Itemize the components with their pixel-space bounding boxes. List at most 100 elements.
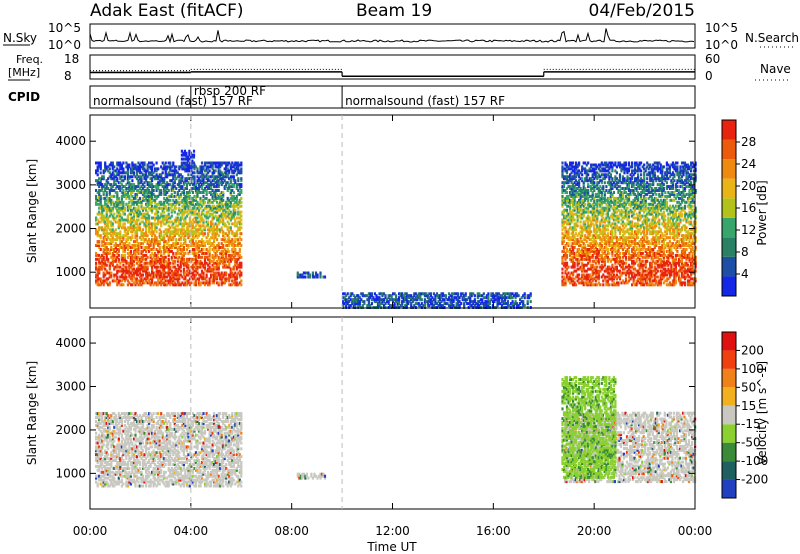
heatmap-cell bbox=[404, 292, 407, 296]
heatmap-cell bbox=[173, 230, 176, 234]
heatmap-cell bbox=[185, 259, 188, 263]
heatmap-cell bbox=[149, 232, 152, 236]
heatmap-cell bbox=[184, 271, 187, 275]
heatmap-cell bbox=[419, 296, 422, 300]
heatmap-cell bbox=[155, 194, 158, 198]
heatmap-cell bbox=[184, 167, 187, 171]
heatmap-cell bbox=[366, 298, 369, 302]
heatmap-cell bbox=[141, 167, 145, 171]
heatmap-cell bbox=[137, 283, 140, 287]
heatmap-cell bbox=[137, 198, 140, 202]
heatmap-cell bbox=[122, 248, 125, 251]
heatmap-cell bbox=[128, 269, 131, 273]
heatmap-cell bbox=[158, 236, 161, 240]
heatmap-cell bbox=[176, 212, 179, 216]
heatmap-cell bbox=[181, 175, 184, 179]
heatmap-cell bbox=[158, 271, 161, 275]
heatmap-cell bbox=[205, 269, 208, 273]
heatmap-cell bbox=[111, 224, 114, 228]
heatmap-cell bbox=[155, 216, 158, 220]
heatmap-cell bbox=[213, 246, 216, 249]
heatmap-cell bbox=[197, 273, 201, 277]
heatmap-cell bbox=[184, 187, 187, 190]
heatmap-cell bbox=[120, 267, 123, 271]
heatmap-cell bbox=[163, 238, 166, 242]
heatmap-cell bbox=[587, 189, 590, 192]
heatmap-cell bbox=[222, 175, 225, 179]
heatmap-cell bbox=[138, 179, 142, 183]
heatmap-cell bbox=[154, 265, 157, 269]
heatmap-cell bbox=[461, 298, 464, 302]
heatmap-cell bbox=[110, 238, 113, 242]
heatmap-cell bbox=[216, 228, 219, 232]
heatmap-cell bbox=[104, 202, 107, 206]
heatmap-cell bbox=[200, 248, 204, 251]
heatmap-cell bbox=[179, 165, 182, 169]
heatmap-cell bbox=[205, 169, 208, 173]
heatmap-cell bbox=[143, 261, 146, 265]
heatmap-cell bbox=[108, 214, 111, 218]
heatmap-cell bbox=[146, 189, 149, 192]
heatmap-cell bbox=[200, 171, 204, 175]
heatmap-cell bbox=[135, 210, 139, 214]
heatmap-cell bbox=[232, 265, 235, 269]
heatmap-cell bbox=[435, 294, 439, 298]
heatmap-cell bbox=[231, 240, 234, 244]
heatmap-cell bbox=[137, 228, 140, 232]
heatmap-cell bbox=[455, 302, 458, 306]
heatmap-cell bbox=[484, 302, 487, 306]
heatmap-cell bbox=[213, 234, 216, 238]
heatmap-cell bbox=[438, 304, 442, 308]
heatmap-cell bbox=[176, 218, 179, 222]
heatmap-cell bbox=[413, 292, 416, 296]
heatmap-cell bbox=[172, 253, 175, 257]
heatmap-cell bbox=[123, 279, 126, 283]
heatmap-cell bbox=[237, 169, 240, 173]
heatmap-cell bbox=[457, 300, 460, 304]
heatmap-cell bbox=[113, 230, 116, 234]
heatmap-cell bbox=[238, 163, 241, 167]
heatmap-cell bbox=[123, 171, 126, 175]
heatmap-cell bbox=[148, 216, 151, 220]
heatmap-cell bbox=[222, 198, 225, 202]
heatmap-cell bbox=[423, 294, 426, 298]
heatmap-cell bbox=[166, 198, 169, 202]
heatmap-cell bbox=[105, 228, 108, 232]
heatmap-cell bbox=[151, 226, 154, 230]
heatmap-cell bbox=[173, 265, 176, 269]
heatmap-cell bbox=[157, 244, 160, 247]
heatmap-cell bbox=[220, 273, 223, 277]
heatmap-cell bbox=[426, 304, 429, 308]
heatmap-cell bbox=[488, 302, 491, 306]
heatmap-cell bbox=[196, 230, 199, 234]
heatmap-cell bbox=[216, 224, 219, 228]
heatmap-cell bbox=[199, 191, 202, 194]
heatmap-cell bbox=[231, 198, 234, 202]
heatmap-cell bbox=[105, 210, 108, 214]
heatmap-cell bbox=[225, 251, 228, 255]
heatmap-cell bbox=[178, 255, 181, 259]
heatmap-cell bbox=[181, 200, 184, 204]
heatmap-cell bbox=[238, 236, 241, 240]
heatmap-cell bbox=[348, 296, 351, 300]
heatmap-cell bbox=[223, 175, 226, 179]
heatmap-cell bbox=[366, 304, 369, 308]
heatmap-cell bbox=[214, 185, 217, 189]
heatmap-cell bbox=[200, 230, 204, 234]
heatmap-cell bbox=[488, 300, 491, 304]
heatmap-cell bbox=[478, 292, 481, 296]
heatmap-cell bbox=[416, 296, 419, 300]
heatmap-cell bbox=[151, 224, 154, 228]
heatmap-cell bbox=[185, 228, 188, 232]
heatmap-cell bbox=[120, 226, 123, 230]
heatmap-cell bbox=[167, 253, 170, 257]
heatmap-cell bbox=[214, 175, 217, 179]
heatmap-cell bbox=[187, 173, 190, 177]
heatmap-cell bbox=[176, 183, 179, 187]
heatmap-cell bbox=[219, 251, 222, 255]
nsky-label: N.Sky bbox=[3, 31, 37, 45]
heatmap-cell bbox=[128, 251, 131, 255]
heatmap-cell bbox=[119, 283, 122, 287]
heatmap-cell bbox=[223, 171, 226, 175]
heatmap-cell bbox=[226, 226, 229, 230]
